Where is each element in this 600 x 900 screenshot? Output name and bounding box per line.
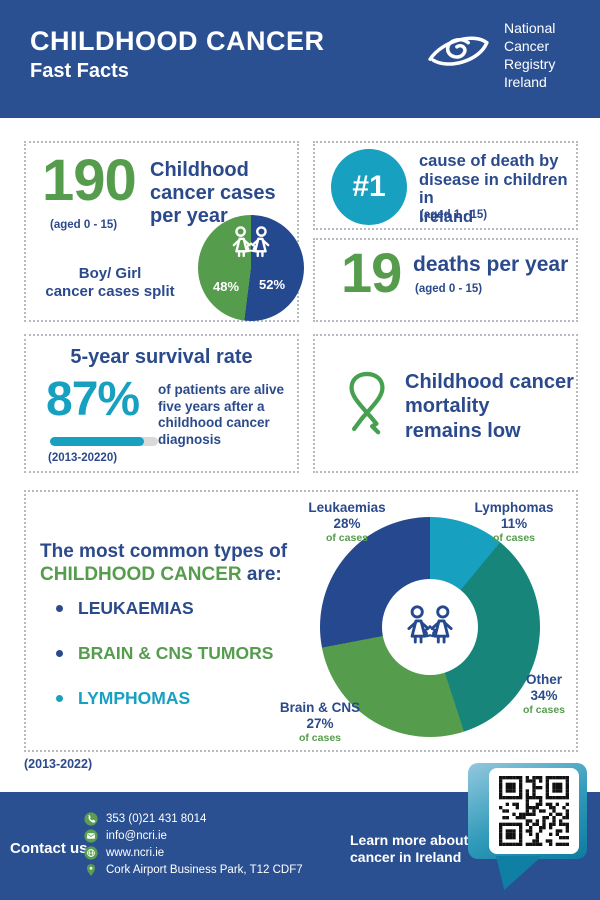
donut-label-other: Other 34% of cases bbox=[522, 672, 566, 716]
learn-more-text: Learn more about cancer in Ireland bbox=[350, 832, 469, 866]
donut-label-leukaemias: Leukaemias 28% of cases bbox=[308, 500, 386, 544]
types-intro-highlight: CHILDHOOD CANCER bbox=[40, 564, 242, 586]
page-subtitle: Fast Facts bbox=[30, 60, 129, 82]
header: CHILDHOOD CANCER Fast Facts National Can… bbox=[0, 0, 600, 118]
bullet-icon bbox=[56, 695, 63, 702]
types-intro-suffix: are: bbox=[241, 564, 282, 586]
deaths-label: deaths per year bbox=[413, 253, 569, 276]
deaths-value: 19 bbox=[341, 241, 402, 304]
email-icon bbox=[84, 828, 98, 843]
contact-row-phone[interactable]: 353 (0)21 431 8014 bbox=[84, 811, 303, 826]
ncri-logo-icon bbox=[428, 36, 489, 66]
mortality-label: Childhood cancer mortality remains low bbox=[405, 371, 574, 442]
children-icon bbox=[232, 226, 270, 258]
list-item-lymphomas: LYMPHOMAS bbox=[56, 688, 273, 709]
types-period: (2013-2022) bbox=[24, 757, 93, 771]
list-item-brain-cns: BRAIN & CNS TUMORS bbox=[56, 643, 273, 664]
ncri-logo-text: National Cancer Registry Ireland bbox=[504, 20, 556, 90]
types-intro: The most common types of CHILDHOOD CANCE… bbox=[40, 540, 287, 586]
contact-row-website[interactable]: www.ncri.ie bbox=[84, 845, 303, 860]
bullet-icon bbox=[56, 650, 63, 657]
page-title: CHILDHOOD CANCER bbox=[30, 26, 325, 56]
contact-row-address: Cork Airport Business Park, T12 CDF7 bbox=[84, 863, 303, 876]
globe-icon bbox=[84, 845, 98, 860]
rank-badge: #1 bbox=[331, 149, 407, 225]
cancer-types-box: The most common types of CHILDHOOD CANCE… bbox=[24, 490, 578, 752]
contact-row-email[interactable]: info@ncri.ie bbox=[84, 828, 303, 843]
cases-age-note: (aged 0 - 15) bbox=[50, 219, 118, 231]
survival-value: 87% bbox=[46, 373, 140, 426]
cancer-types-donut-chart bbox=[320, 517, 540, 737]
types-list: LEUKAEMIAS BRAIN & CNS TUMORS LYMPHOMAS bbox=[56, 598, 273, 733]
cause-age-note: (aged 1 - 15) bbox=[420, 209, 488, 221]
types-intro-line1: The most common types of bbox=[40, 541, 288, 562]
qr-code[interactable] bbox=[499, 776, 569, 846]
list-item-leukaemias: LEUKAEMIAS bbox=[56, 598, 273, 619]
children-icon bbox=[407, 605, 453, 644]
phone-number: 353 (0)21 431 8014 bbox=[106, 812, 207, 825]
survival-description: of patients are alive five years after a… bbox=[158, 382, 285, 448]
cases-value: 190 bbox=[42, 148, 137, 213]
type-label: LYMPHOMAS bbox=[78, 688, 191, 708]
contact-list: 353 (0)21 431 8014 info@ncri.ie www.ncri… bbox=[84, 811, 303, 880]
cases-box: 190 (aged 0 - 15) Childhood cancer cases… bbox=[24, 141, 304, 322]
survival-box: 5-year survival rate 87% (2013-20220) of… bbox=[24, 334, 299, 473]
survival-title: 5-year survival rate bbox=[70, 346, 253, 368]
mortality-box: Childhood cancer mortality remains low bbox=[313, 334, 578, 473]
pie-48-label: 48% bbox=[213, 279, 240, 294]
pie-52-label: 52% bbox=[259, 277, 286, 292]
qr-card bbox=[489, 768, 579, 854]
donut-center bbox=[382, 579, 478, 675]
location-icon bbox=[86, 863, 96, 876]
boy-girl-pie-chart: 48% 52% bbox=[198, 215, 304, 321]
contact-us-label: Contact us bbox=[10, 840, 88, 857]
survival-progress-bar bbox=[50, 437, 158, 446]
cause-of-death-box: #1 cause of death by disease in children… bbox=[313, 141, 578, 230]
cause-label: cause of death by disease in children in… bbox=[419, 152, 568, 226]
bullet-icon bbox=[56, 605, 63, 612]
postal-address: Cork Airport Business Park, T12 CDF7 bbox=[106, 863, 303, 876]
donut-label-lymphomas: Lymphomas 11% of cases bbox=[474, 500, 554, 544]
deaths-box: 19 deaths per year (aged 0 - 15) bbox=[313, 238, 578, 322]
awareness-ribbon-icon bbox=[349, 371, 385, 435]
email-address: info@ncri.ie bbox=[106, 829, 167, 842]
deaths-age-note: (aged 0 - 15) bbox=[415, 283, 483, 295]
website-url: www.ncri.ie bbox=[106, 846, 165, 859]
phone-icon bbox=[84, 811, 98, 826]
cases-label: Childhood cancer cases per year bbox=[150, 159, 276, 227]
survival-progress-fill bbox=[50, 437, 144, 446]
split-label: Boy/ Girl cancer cases split bbox=[45, 265, 175, 300]
survival-period: (2013-20220) bbox=[48, 452, 118, 464]
type-label: BRAIN & CNS TUMORS bbox=[78, 643, 274, 663]
type-label: LEUKAEMIAS bbox=[78, 598, 194, 618]
donut-label-brain-cns: Brain & CNS 27% of cases bbox=[279, 700, 361, 744]
